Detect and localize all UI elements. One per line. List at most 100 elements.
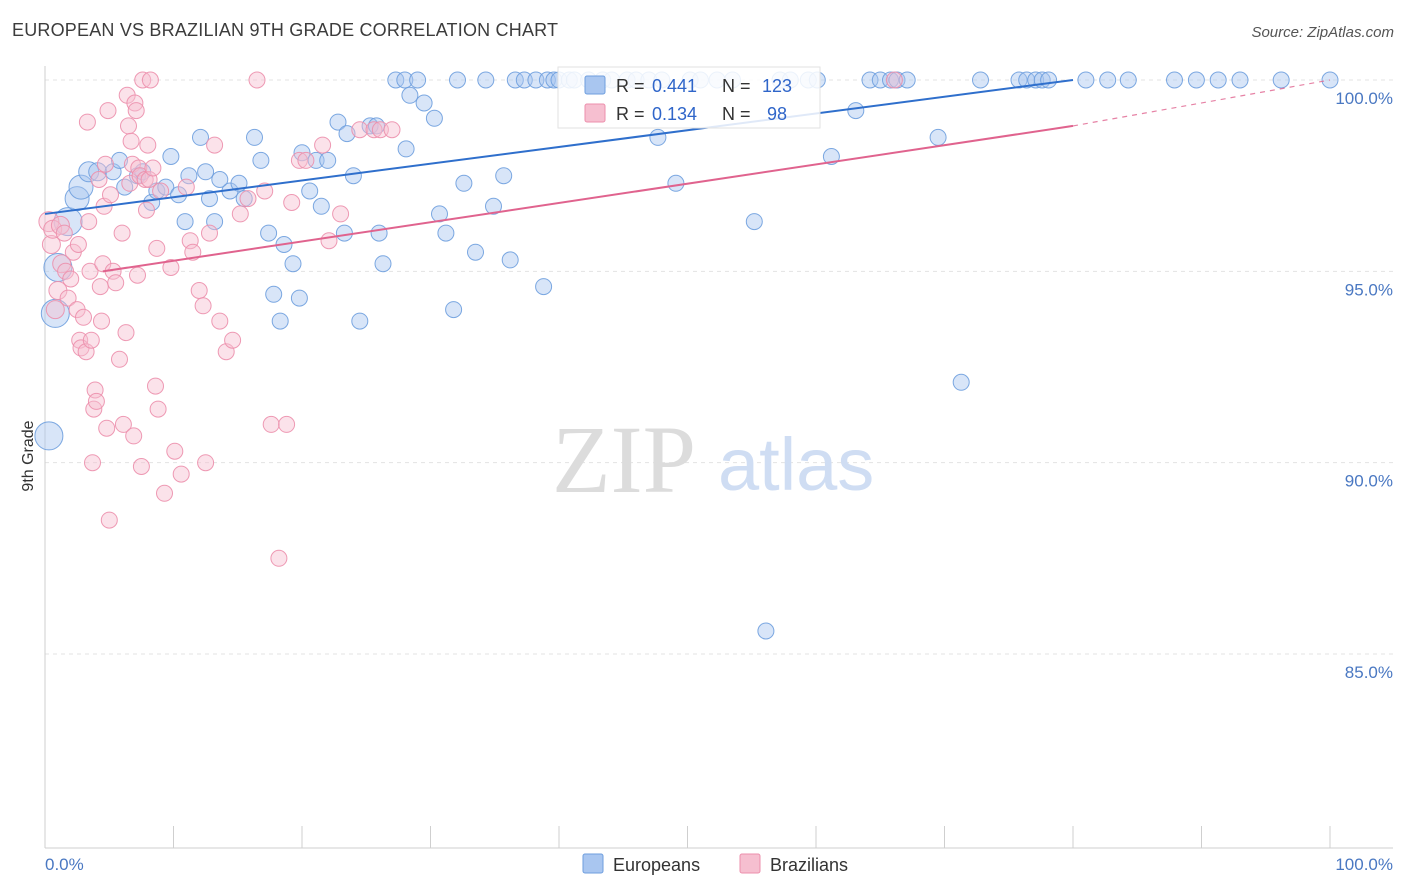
european-point-113 [1166,71,1183,89]
y-tick-label-95: 95.0% [1345,280,1393,299]
legend-n-label-europeans: N = [722,76,751,96]
legend-swatch-europeans [584,75,606,95]
brazilian-point-93 [351,121,369,139]
european-point-32 [271,312,289,330]
source-label: Source: ZipAtlas.com [1251,24,1394,41]
brazilian-point-16 [75,308,92,326]
legend-r-value-brazilians: 0.134 [652,104,697,124]
brazilian-point-27 [91,278,109,296]
brazilian-point-87 [283,194,301,211]
european-point-49 [374,255,392,273]
european-point-57 [431,205,448,223]
european-point-67 [506,71,524,89]
brazilian-point-22 [84,454,101,472]
european-point-22 [201,190,218,208]
y-tick-label-100: 100.0% [1335,89,1393,108]
brazilian-point-88 [290,151,308,169]
legend-r-label-brazilians: R = [616,104,645,124]
european-point-34 [284,255,302,273]
european-point-0 [34,421,64,451]
european-point-38 [307,151,325,169]
legend-n-value-brazilians: 98 [762,104,787,124]
brazilian-point-9 [59,289,77,307]
european-point-110 [1077,71,1095,89]
brazilian-point-76 [206,136,224,154]
european-point-51 [396,71,414,89]
brazilian-point-3 [45,300,65,320]
european-point-70 [535,278,553,296]
bottom-legend-europeans: Europeans [613,855,700,875]
european-point-101 [898,71,916,89]
european-point-114 [1187,71,1205,89]
brazilian-point-71 [184,243,202,261]
european-point-71 [538,71,556,89]
brazilian-point-81 [239,190,257,208]
brazilian-point-50 [129,266,146,284]
european-point-28 [246,128,263,146]
european-point-58 [437,224,455,242]
brazilian-point-66 [162,259,180,276]
european-point-65 [495,167,513,185]
european-point-98 [871,71,889,89]
european-point-90 [757,622,775,640]
brazilian-point-5 [50,215,70,235]
brazilians-trend-line [102,124,1074,273]
brazilian-point-7 [55,224,73,242]
brazilian-point-65 [156,484,173,502]
european-point-62 [467,243,484,261]
y-tick-label-90: 90.0% [1345,472,1393,491]
european-point-29 [252,151,270,169]
brazilian-point-84 [262,415,280,433]
brazilian-point-49 [127,102,145,120]
legend-r-label-europeans: R = [616,76,645,96]
y-tick-label-85: 85.0% [1345,663,1393,682]
european-point-66 [501,251,519,269]
stats-legend: R = 0.441 N = 123 R = 0.134 N = 98 [557,66,821,129]
european-point-63 [477,71,495,89]
brazilian-point-69 [177,178,195,196]
european-point-115 [1209,71,1227,89]
gridlines [45,79,1393,655]
brazilian-point-43 [120,117,137,135]
brazilian-point-32 [98,419,116,437]
european-point-20 [192,128,209,146]
european-point-52 [397,140,415,158]
brazilian-point-80 [231,205,249,223]
european-point-109 [1040,71,1058,89]
brazilian-point-45 [122,132,140,150]
european-point-97 [861,71,879,89]
brazilians-points [38,71,903,567]
brazilian-point-89 [297,151,315,169]
european-point-42 [335,224,353,242]
european-point-103 [952,373,970,391]
brazilian-point-28 [93,312,110,330]
european-point-30 [260,224,278,242]
european-point-18 [176,213,194,231]
x-tick-label-max: 100.0% [1335,855,1393,874]
brazilian-point-85 [270,549,288,567]
bottom-legend-swatch-brazilians [739,853,761,874]
brazilian-point-40 [114,415,132,433]
brazilian-point-61 [147,377,164,395]
brazilian-point-13 [69,236,87,253]
bottom-legend-swatch-europeans [582,853,604,874]
brazilian-point-95 [371,121,389,139]
brazilian-point-60 [144,159,162,177]
european-point-35 [290,289,308,307]
brazilian-point-19 [80,213,98,231]
brazilian-point-96 [383,121,401,139]
brazilian-point-31 [96,155,114,173]
brazilian-point-63 [149,400,167,418]
bottom-legend-brazilians: Brazilians [770,855,848,875]
european-point-112 [1119,71,1137,89]
brazilian-point-26 [90,171,108,188]
brazilian-point-57 [139,136,157,154]
european-point-21 [197,163,215,181]
european-point-37 [301,182,319,200]
brazilian-point-1 [41,235,61,254]
european-point-44 [344,167,362,185]
y-tick-labels: 85.0% 90.0% 95.0% 100.0% [1335,89,1393,682]
legend-n-value-europeans: 123 [762,76,792,96]
x-tick-label-min: 0.0% [45,855,84,874]
